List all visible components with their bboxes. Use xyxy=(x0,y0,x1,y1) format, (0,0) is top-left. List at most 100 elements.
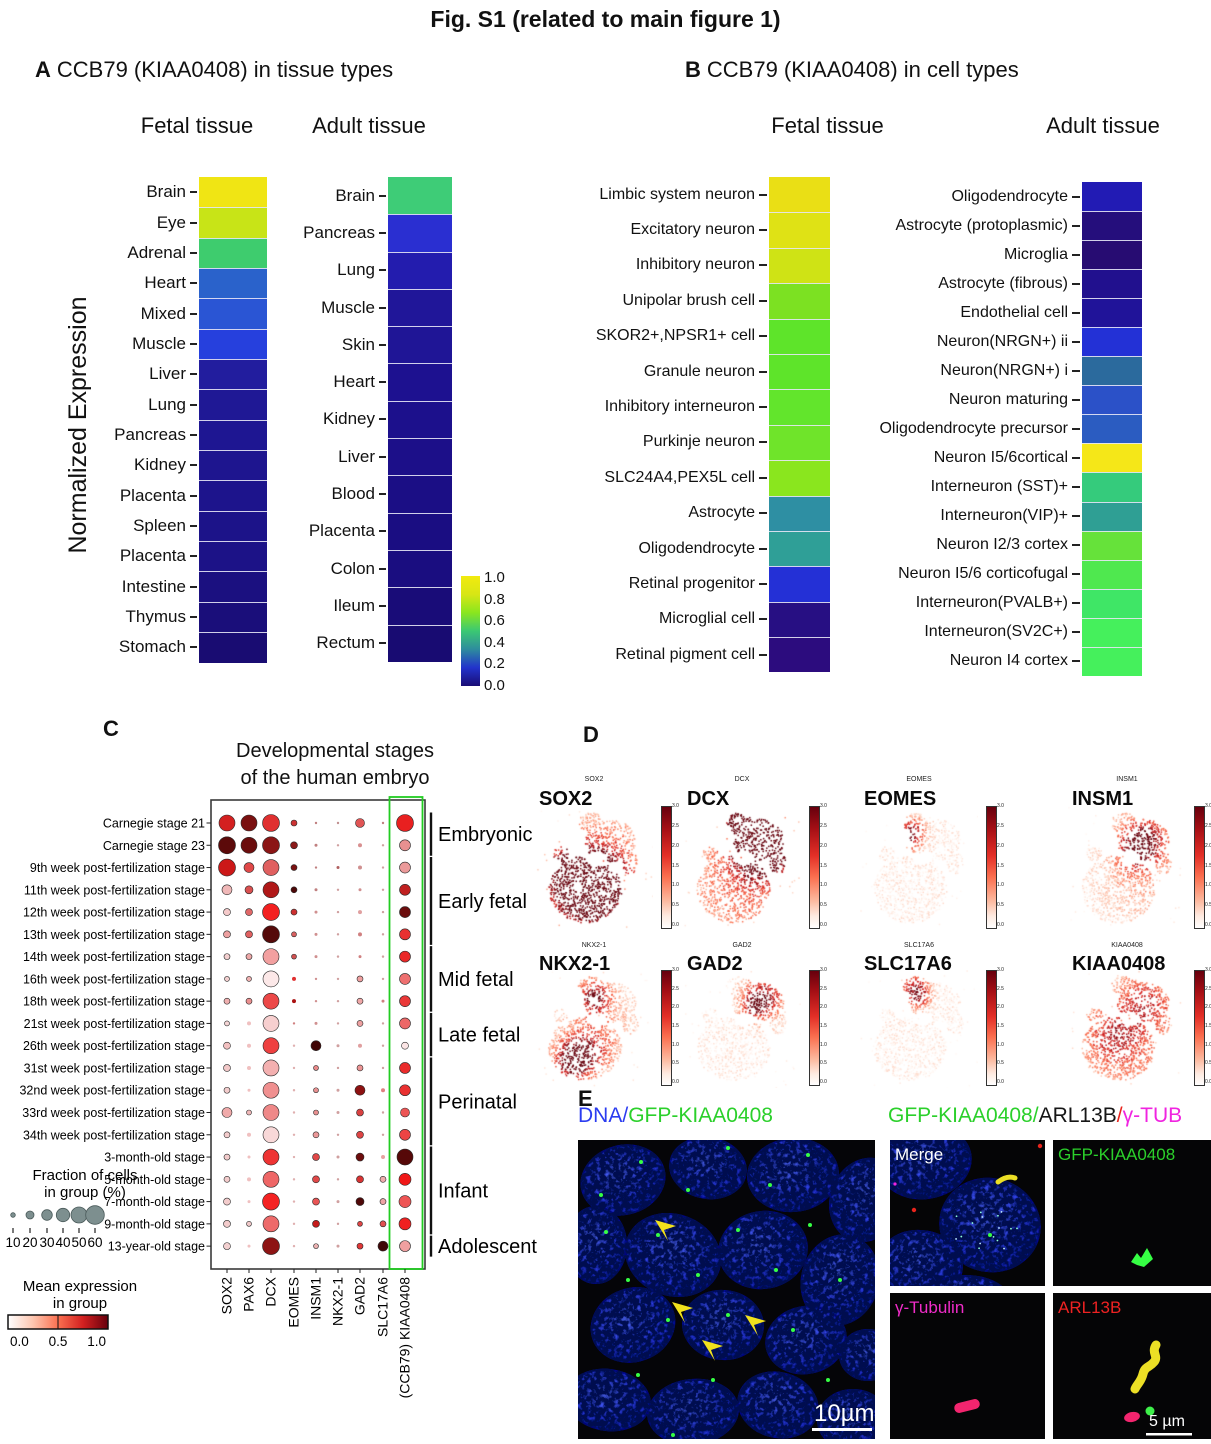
heatmap-cell xyxy=(769,353,830,390)
heatmap-cell xyxy=(1082,530,1142,560)
umap-colorbar-tick: 3.0 xyxy=(997,803,1004,809)
gfp-punctum xyxy=(666,1318,670,1322)
panel-b-label: B xyxy=(685,57,701,82)
heatmap-cell xyxy=(199,389,267,420)
heatmap-cell xyxy=(769,283,830,319)
heatmap-cell xyxy=(388,438,452,476)
scale-bar xyxy=(812,1428,872,1431)
expression-dot xyxy=(336,1200,340,1204)
nucleus xyxy=(682,1289,764,1361)
heatmap-row: Mixed xyxy=(100,298,267,329)
heatmap-cell xyxy=(1082,617,1142,647)
umap-mini-title: DCX xyxy=(734,776,750,783)
row-tick-mark xyxy=(379,194,386,197)
stage-row-label: 3-month-old stage xyxy=(104,1151,205,1165)
expression-dot xyxy=(262,881,280,899)
row-label: Placenta xyxy=(119,485,186,505)
expression-dot xyxy=(223,953,231,960)
umap-colorbar-tick: 2.0 xyxy=(672,842,679,849)
normalized-expression-axis-label: Normalized Expression xyxy=(64,296,92,554)
panel-b-adult-header: Adult tissue xyxy=(1046,113,1160,138)
expression-dot xyxy=(381,955,385,958)
umap-colorbar-tick: 1.5 xyxy=(820,1023,827,1029)
row-label: SKOR2+,NPSR1+ cell xyxy=(595,327,755,345)
size-legend-value: 10 xyxy=(5,1235,20,1250)
umap-scatter xyxy=(860,806,978,931)
expression-dot xyxy=(399,839,411,852)
row-label: Purkinje neuron xyxy=(642,433,755,451)
expression-dot xyxy=(314,955,318,959)
row-label: Interneuron(SV2C+) xyxy=(924,623,1068,641)
expression-dot xyxy=(355,818,365,828)
row-label: Neuron I4 cortex xyxy=(949,652,1068,670)
gene-column-label: GAD2 xyxy=(352,1277,368,1315)
expression-dot xyxy=(381,977,385,981)
subpanel-arl13b: 5 µm ARL13B xyxy=(1053,1293,1211,1439)
heatmap-row: Oligodendrocyte xyxy=(553,530,830,567)
umap-colorbar xyxy=(661,970,672,1086)
panel-e-left-caption: DNA/GFP-KIAA0408 xyxy=(578,1104,773,1128)
size-legend-value: 60 xyxy=(87,1235,102,1250)
stage-row-label: 32nd week post-fertilization stage xyxy=(19,1084,205,1098)
expression-dot xyxy=(399,973,411,985)
size-legend-dot xyxy=(55,1207,71,1223)
heatmap-adult-tissue: Brain Pancreas Lung Muscle Skin Heart Kidney Li… xyxy=(283,177,452,662)
heatmap-cell xyxy=(769,637,830,673)
umap-colorbar-tick: 1.5 xyxy=(997,862,1004,869)
expression-dot xyxy=(336,910,340,914)
speckle xyxy=(997,1214,999,1217)
row-label: Brain xyxy=(335,185,375,205)
expression-dot xyxy=(314,821,318,825)
row-label: Blood xyxy=(331,484,375,504)
row-tick-mark xyxy=(379,455,386,458)
heatmap-cell xyxy=(769,460,830,496)
stage-row-label: 16th week post-fertilization stage xyxy=(23,972,205,986)
row-tick-mark xyxy=(1072,195,1080,198)
gene-column-label: NKX2-1 xyxy=(330,1277,346,1326)
subpanel-background xyxy=(890,1293,1045,1439)
umap-colorbar-tick: 0.5 xyxy=(1205,902,1211,909)
stage-row-label: 21st week post-fertilization stage xyxy=(24,1017,205,1031)
heatmap-row: Oligodendrocyte precursor xyxy=(843,414,1142,444)
heatmap-row: Retinal pigment cell xyxy=(553,637,830,673)
umap-colorbar-tick: 0.0 xyxy=(820,922,827,928)
umap-colorbar-tick: 1.0 xyxy=(997,1041,1004,1048)
umap-colorbar-tick: 0.5 xyxy=(1205,1060,1211,1067)
expression-dot xyxy=(262,1215,280,1233)
heatmap-cell xyxy=(388,251,452,289)
expression-dot xyxy=(291,931,297,938)
heatmap-row: Retinal progenitor xyxy=(553,566,830,602)
subpanel-label: Merge xyxy=(895,1145,943,1164)
expression-dot xyxy=(314,977,318,981)
expression-dot xyxy=(336,1155,340,1159)
row-label: Endothelial cell xyxy=(960,303,1068,321)
umap-scatter xyxy=(683,970,801,1088)
heatmap-row: Thymus xyxy=(100,601,267,633)
row-tick-mark xyxy=(759,193,767,196)
expression-dot xyxy=(221,1107,233,1118)
expression-dot xyxy=(356,1108,364,1117)
panel-b-fetal-header: Fetal tissue xyxy=(771,113,884,138)
heatmap-cell xyxy=(769,530,830,567)
umap-colorbar-tick: 1.0 xyxy=(1205,882,1211,889)
umap-colorbar-tick: 1.5 xyxy=(672,862,679,869)
umap-colorbar-tick: 0.5 xyxy=(820,902,827,909)
row-tick-mark xyxy=(379,269,386,272)
expression-dot xyxy=(223,1242,231,1250)
heatmap-row: Interneuron(VIP)+ xyxy=(843,501,1142,531)
expression-dot xyxy=(262,1081,280,1099)
expression-dot xyxy=(290,841,298,850)
expression-dot xyxy=(355,1197,365,1206)
expression-dot xyxy=(292,1133,296,1136)
row-label: Neuron I2/3 cortex xyxy=(936,536,1068,554)
expression-dot xyxy=(355,1152,365,1162)
expression-dot xyxy=(247,1021,251,1026)
row-label: Lung xyxy=(148,394,186,414)
umap-colorbar xyxy=(1194,970,1205,1086)
expression-dot xyxy=(247,1155,251,1159)
expression-dot xyxy=(310,1040,322,1052)
row-label: Brain xyxy=(146,182,186,202)
caption-segment: / xyxy=(622,1104,629,1127)
colorbar-tick-label: 1.0 xyxy=(484,569,505,586)
expression-dot xyxy=(336,999,340,1003)
